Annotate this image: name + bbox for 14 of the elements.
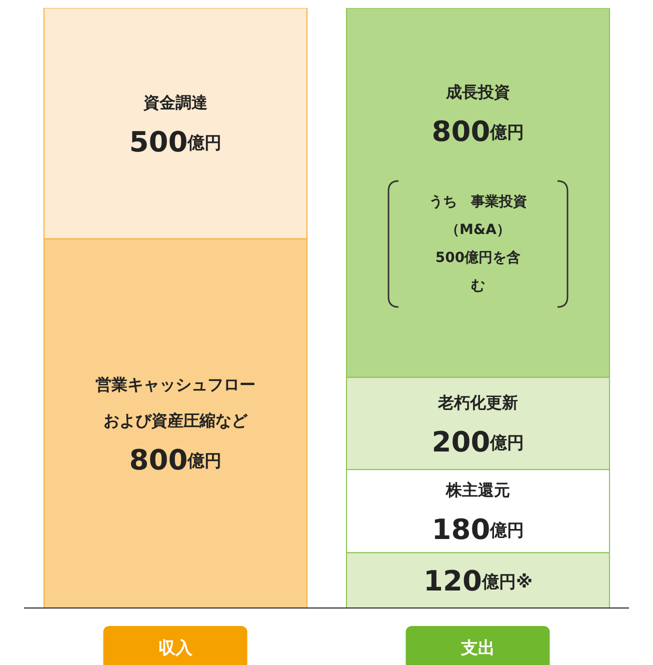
series-label: 株主還元 (445, 480, 510, 500)
data-label: 800億円 (432, 114, 524, 148)
data-label: 200億円 (432, 425, 524, 458)
series-label: 営業キャッシュフローおよび資産圧縮など (96, 374, 256, 430)
x-tick-label: 収入 (158, 638, 194, 659)
series-label: 成長投資 (445, 82, 510, 102)
series-label: 資金調達 (142, 92, 208, 112)
x-tick-label: 支出 (460, 638, 495, 659)
data-label: 800億円 (129, 443, 222, 476)
data-label: 500億円 (129, 125, 222, 158)
data-label: 120億円※ (424, 564, 532, 597)
series-label: 老朽化更新 (437, 392, 518, 412)
annotation: うち 事業投資（M&A）500億円を含む (429, 194, 527, 294)
data-label: 180億円 (432, 512, 524, 546)
